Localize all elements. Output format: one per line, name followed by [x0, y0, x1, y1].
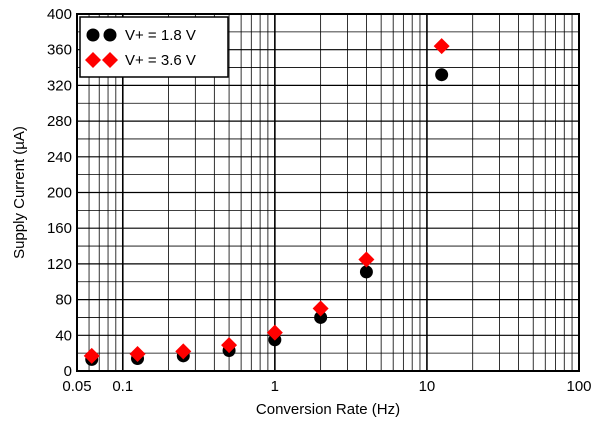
plot-frame: [76, 13, 580, 372]
series-1-point: [314, 310, 328, 324]
y-axis-ticks: 0 40 80 120 160 200 240 280 320 360 400: [47, 6, 72, 380]
x-tick-label: 0.05: [62, 378, 91, 395]
legend-marker-series-2: [102, 52, 118, 68]
x-tick-label: 0.1: [112, 378, 133, 395]
legend-marks: [85, 28, 118, 68]
data-markers: [83, 38, 450, 366]
x-tick-label: 100: [566, 378, 591, 395]
y-tick-label: 280: [47, 113, 72, 130]
legend-label-series-2: V+ = 3.6 V: [125, 52, 196, 69]
legend-box: [79, 16, 229, 78]
x-axis-ticks: 0.05 0.1 1 10 100: [62, 378, 591, 395]
series-1-point: [435, 68, 449, 82]
series-2-point: [221, 337, 238, 354]
series-2-point: [433, 38, 450, 55]
legend-marker-series-1: [86, 28, 100, 42]
series-2-point: [358, 251, 375, 268]
series-2-point: [175, 343, 192, 360]
legend-label-series-1: V+ = 1.8 V: [125, 27, 196, 44]
series-2-point: [83, 347, 100, 364]
x-tick-label: 10: [419, 378, 436, 395]
x-tick-label: 1: [271, 378, 279, 395]
y-tick-label: 80: [55, 292, 72, 309]
series-2-point: [312, 300, 329, 317]
y-tick-label: 240: [47, 149, 72, 166]
series-2-point: [129, 346, 146, 363]
y-tick-label: 360: [47, 42, 72, 59]
x-axis-label: Conversion Rate (Hz): [256, 401, 400, 418]
series-2-point: [266, 324, 283, 341]
y-tick-label: 40: [55, 327, 72, 344]
y-tick-label: 160: [47, 220, 72, 237]
y-tick-label: 320: [47, 77, 72, 94]
y-tick-label: 200: [47, 185, 72, 202]
y-tick-label: 120: [47, 256, 72, 273]
y-axis-label: Supply Current (µA): [11, 126, 28, 259]
legend: V+ = 1.8 V V+ = 3.6 V: [79, 16, 229, 78]
legend-marker-series-1: [103, 28, 117, 42]
series-1-point: [359, 265, 373, 279]
legend-marker-series-2: [85, 52, 101, 68]
y-tick-label: 0: [64, 363, 72, 380]
y-tick-label: 400: [47, 6, 72, 23]
